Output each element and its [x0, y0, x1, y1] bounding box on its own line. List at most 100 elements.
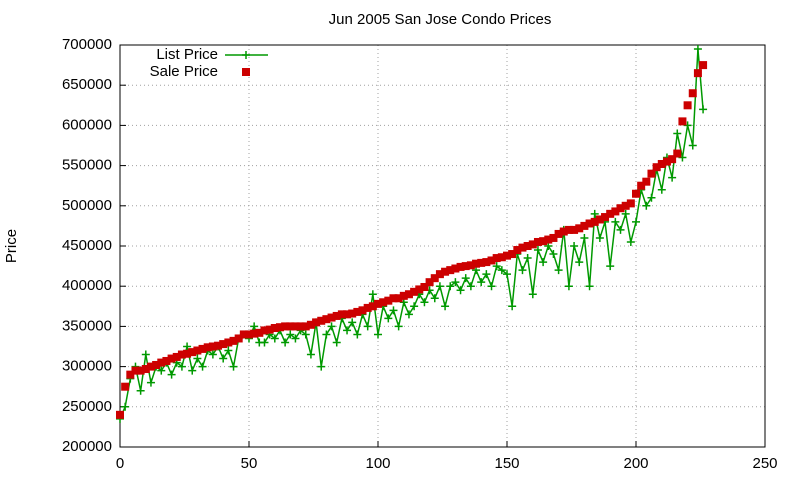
- data-point: [275, 323, 284, 332]
- legend-marker: [242, 51, 250, 59]
- y-tick-label: 350000: [62, 317, 112, 334]
- data-point: [224, 338, 233, 347]
- data-point: [539, 237, 548, 246]
- data-point: [477, 278, 486, 287]
- data-point: [533, 237, 542, 246]
- data-point: [281, 322, 290, 331]
- data-point: [621, 209, 630, 218]
- data-point: [183, 349, 192, 358]
- data-point: [673, 129, 682, 138]
- data-point: [435, 282, 444, 291]
- data-point: [508, 250, 517, 259]
- data-point: [420, 298, 429, 307]
- data-point: [539, 258, 548, 267]
- y-axis-label: Price: [3, 229, 20, 263]
- data-point: [116, 410, 124, 419]
- data-point: [306, 320, 315, 329]
- data-point: [214, 341, 223, 350]
- data-point: [606, 262, 615, 271]
- y-tick-label: 550000: [62, 157, 112, 174]
- data-point: [693, 69, 702, 78]
- data-point: [647, 193, 656, 202]
- data-point: [193, 346, 202, 355]
- data-point: [399, 291, 408, 300]
- data-point: [549, 233, 558, 242]
- data-point: [441, 302, 450, 311]
- data-point: [177, 350, 186, 359]
- data-point: [121, 402, 130, 411]
- data-point: [683, 101, 692, 110]
- data-point: [358, 306, 367, 315]
- data-point: [668, 173, 677, 182]
- data-point: [410, 287, 419, 296]
- data-point: [317, 316, 326, 325]
- data-point: [368, 290, 377, 299]
- data-point: [461, 274, 470, 283]
- data-point: [136, 386, 145, 395]
- data-point: [559, 227, 568, 236]
- data-point: [430, 274, 439, 283]
- legend-label: List Price: [156, 46, 218, 63]
- data-point: [250, 322, 259, 331]
- data-point: [570, 225, 579, 234]
- data-point: [167, 370, 176, 379]
- legend-marker: [242, 68, 250, 76]
- data-point: [616, 225, 625, 234]
- x-tick-label: 50: [241, 455, 258, 472]
- data-point: [384, 296, 393, 305]
- data-point: [503, 270, 511, 279]
- data-point: [162, 356, 171, 365]
- data-point: [590, 209, 599, 218]
- data-point: [523, 242, 532, 250]
- series-line: [119, 48, 704, 420]
- x-tick-label: 100: [365, 455, 390, 472]
- data-point: [606, 209, 615, 218]
- data-point: [678, 117, 687, 126]
- data-point: [322, 315, 331, 324]
- x-tick-label: 150: [494, 455, 519, 472]
- data-point: [286, 322, 295, 331]
- data-point: [699, 61, 708, 70]
- y-tick-label: 250000: [62, 398, 112, 415]
- data-point: [575, 224, 584, 233]
- y-tick-label: 450000: [62, 237, 112, 254]
- data-point: [699, 105, 708, 114]
- data-point: [632, 217, 640, 226]
- data-point: [374, 330, 382, 339]
- data-point: [270, 324, 279, 333]
- data-point: [668, 155, 677, 164]
- data-point: [637, 181, 646, 190]
- data-point: [152, 360, 161, 369]
- data-point: [497, 253, 506, 262]
- data-point: [533, 246, 542, 255]
- data-point: [188, 366, 197, 375]
- data-point: [208, 342, 217, 351]
- data-point: [306, 350, 315, 359]
- data-point: [219, 340, 228, 349]
- data-point: [281, 338, 290, 347]
- data-point: [451, 264, 460, 273]
- data-point: [389, 294, 398, 303]
- data-point: [363, 322, 372, 331]
- data-point: [611, 217, 620, 226]
- data-point: [564, 225, 573, 234]
- data-point: [585, 219, 594, 228]
- data-point: [466, 261, 475, 270]
- data-point: [518, 243, 527, 252]
- data-point: [626, 199, 635, 208]
- data-point: [177, 362, 186, 371]
- data-point: [688, 89, 697, 98]
- data-point: [404, 310, 413, 319]
- data-point: [343, 326, 352, 335]
- data-point: [585, 282, 594, 291]
- y-tick-label: 300000: [62, 358, 112, 375]
- data-point: [595, 215, 604, 224]
- data-point: [312, 318, 321, 327]
- data-point: [136, 366, 145, 375]
- data-point: [394, 322, 403, 331]
- data-point: [203, 343, 212, 352]
- data-point: [301, 330, 310, 339]
- data-point: [482, 270, 491, 279]
